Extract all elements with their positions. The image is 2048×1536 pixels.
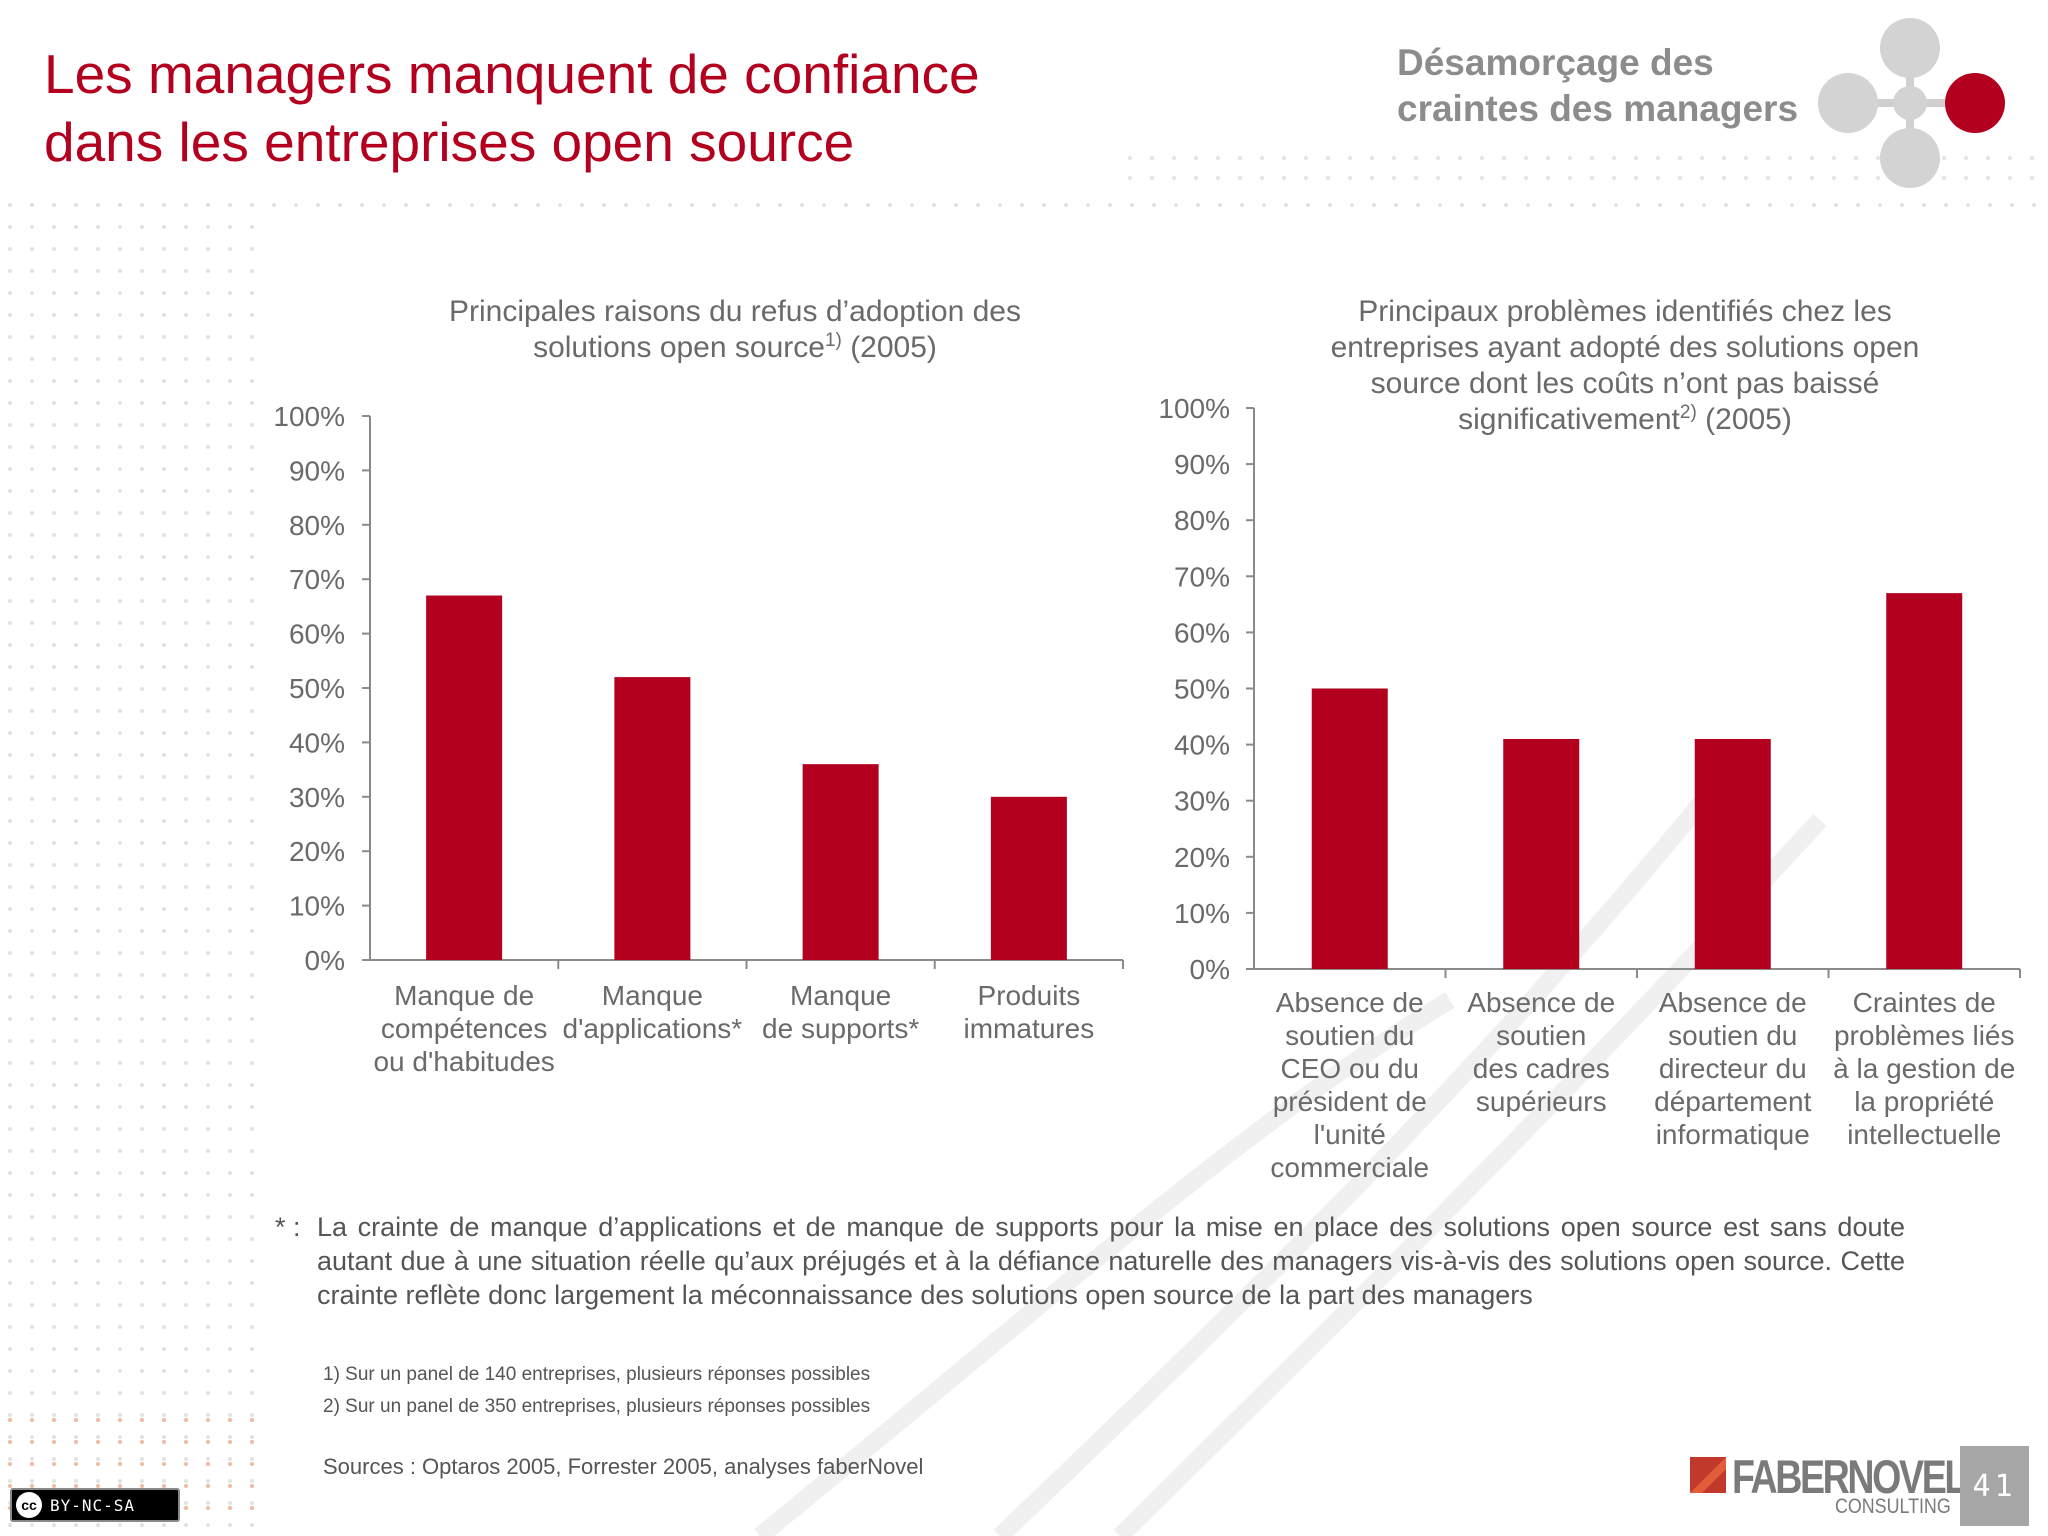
y-tick-label: 100%: [1158, 393, 1230, 424]
bar-chart-2: 0% 10% 20% 30% 40% 50% 60% 70% 80% 90% 100% Absence…: [1158, 393, 2021, 1183]
bar: [1694, 738, 1771, 969]
y-tick-label: 70%: [289, 564, 345, 595]
category-label: Produits immatures: [964, 980, 1095, 1044]
bar: [426, 595, 503, 960]
y-tick-label: 60%: [289, 619, 345, 650]
category-label: Absence de soutien du directeur du départem…: [1654, 987, 1811, 1150]
sources: Sources : Optaros 2005, Forrester 2005, …: [323, 1454, 924, 1479]
bar: [1311, 688, 1388, 969]
footnote: * : La crainte de manque d’applications …: [275, 1210, 1905, 1312]
footnote-mark: * :: [275, 1212, 301, 1242]
bar: [802, 764, 879, 960]
section-label: Désamorçage des craintes des managers: [1397, 42, 1799, 129]
category-label: Absence de soutien des cadres supérieurs: [1467, 987, 1615, 1117]
y-tick-label: 0%: [305, 945, 345, 976]
logo-name: FABERNOVEL: [1732, 1450, 1967, 1503]
chart-1-title: Principales raisons du refus d’adoption …: [448, 295, 1021, 364]
y-tick-label: 80%: [289, 510, 345, 541]
y-tick-label: 60%: [1174, 617, 1230, 648]
page-number: 41: [1960, 1446, 2029, 1526]
y-tick-label: 0%: [1190, 954, 1230, 985]
y-tick-label: 20%: [289, 836, 345, 867]
bar: [1886, 593, 1963, 969]
y-tick-label: 90%: [1174, 449, 1230, 480]
note-1: 1) Sur un panel de 140 entreprises, plus…: [323, 1364, 871, 1385]
logo-mark-icon: [1690, 1457, 1726, 1493]
section-nav-icon: [1818, 18, 2005, 188]
cc-license-badge[interactable]: cc BY-NC-SA: [10, 1488, 180, 1522]
y-tick-label: 10%: [289, 891, 345, 922]
chart-2-title: Principaux problèmes identifiés chez les…: [1330, 295, 1920, 436]
y-tick-label: 50%: [289, 673, 345, 704]
category-label: Absence de soutien du CEO ou du président d…: [1270, 987, 1429, 1183]
cc-icon: cc: [16, 1492, 42, 1518]
note-2: 2) Sur un panel de 350 entreprises, plus…: [323, 1396, 871, 1417]
category-label: Craintes de problèmes liés à la gestion de…: [1833, 987, 2015, 1150]
category-label: Manque de supports*: [762, 980, 919, 1044]
bar: [990, 796, 1067, 960]
category-label: Manque d'applications*: [563, 980, 743, 1044]
y-tick-label: 80%: [1174, 505, 1230, 536]
y-tick-label: 100%: [273, 401, 345, 432]
y-tick-label: 70%: [1174, 561, 1230, 592]
y-tick-label: 50%: [1174, 674, 1230, 705]
bar-chart-1: 0% 10% 20% 30% 40% 50% 60% 70% 80% 90% 100% Manque …: [273, 401, 1124, 1077]
footnote-text: La crainte de manque d’applications et d…: [317, 1212, 1905, 1310]
slide-title: Les managers manquent de confiance dans …: [44, 43, 980, 173]
y-tick-label: 30%: [289, 782, 345, 813]
bar: [1503, 738, 1580, 969]
bar: [614, 677, 691, 960]
y-tick-label: 10%: [1174, 898, 1230, 929]
category-label: Manque de compétences ou d'habitudes: [373, 980, 554, 1077]
y-tick-label: 40%: [1174, 730, 1230, 761]
license-text: BY-NC-SA: [50, 1495, 136, 1515]
logo-sub: CONSULTING: [1835, 1495, 1951, 1518]
y-tick-label: 90%: [289, 455, 345, 486]
y-tick-label: 30%: [1174, 786, 1230, 817]
y-tick-label: 40%: [289, 727, 345, 758]
y-tick-label: 20%: [1174, 842, 1230, 873]
